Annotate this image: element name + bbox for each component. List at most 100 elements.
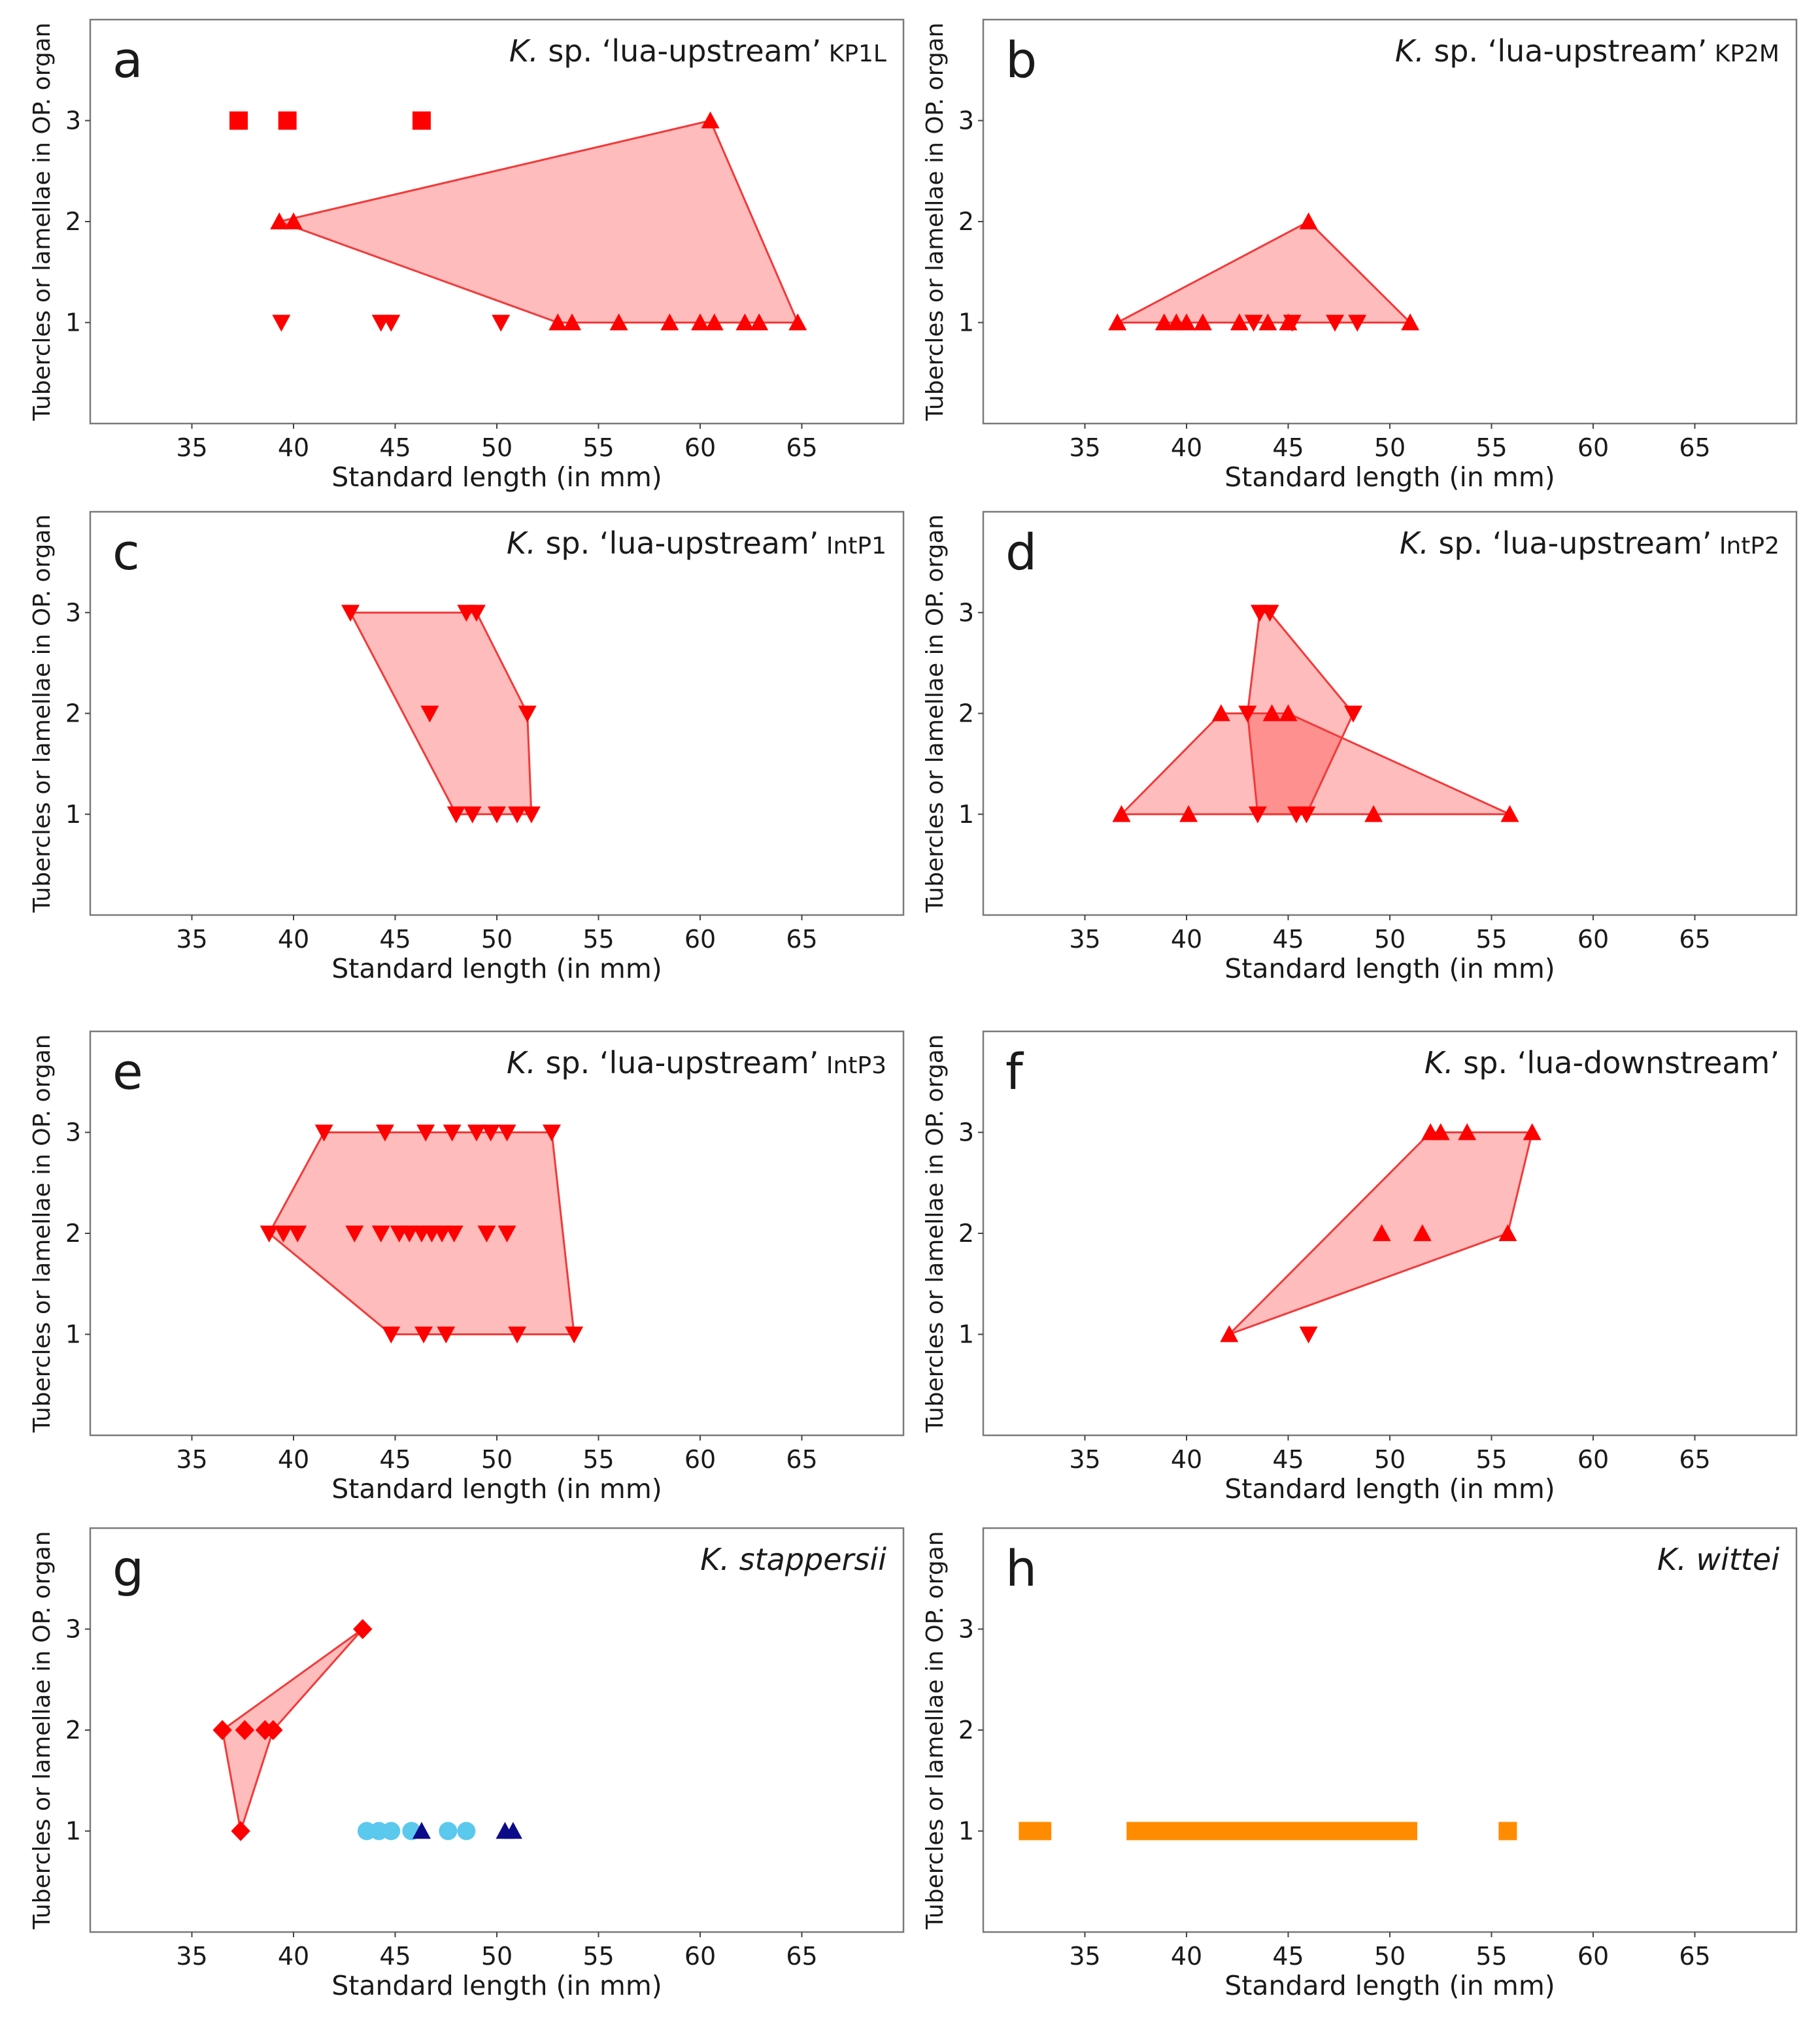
- data-point-triangle-down: [497, 1124, 516, 1142]
- x-tick-label: 65: [786, 1942, 817, 1971]
- x-tick-label: 65: [786, 925, 817, 954]
- series-square: [229, 111, 431, 130]
- title-italic-part: K. stappersii: [700, 1542, 886, 1577]
- y-tick-label: 1: [65, 1320, 81, 1349]
- data-point-triangle-up: [1279, 704, 1298, 722]
- x-tick-label: 35: [176, 433, 207, 462]
- title-main-part: sp. ‘lua-downstream’: [1454, 1045, 1779, 1080]
- y-tick-label: 2: [958, 207, 974, 236]
- panel-letter: g: [112, 1539, 144, 1597]
- x-tick-label: 50: [481, 1942, 513, 1971]
- y-tick-label: 3: [958, 1118, 974, 1147]
- series-square: [1019, 1822, 1517, 1841]
- title-italic-part: K.: [1400, 525, 1429, 561]
- panel-letter: b: [1005, 31, 1037, 89]
- data-point-triangle-down: [497, 1225, 516, 1242]
- chart-title: K. stappersii: [700, 1542, 886, 1577]
- data-point-triangle-down: [1248, 806, 1267, 824]
- data-point-triangle-down: [1344, 705, 1363, 723]
- data-point-triangle-up: [284, 212, 303, 229]
- data-point-triangle-down: [508, 1326, 527, 1344]
- x-tick-label: 60: [684, 1445, 716, 1474]
- x-tick-label: 65: [1679, 433, 1710, 462]
- y-axis-label: Tubercles or lamellae in OP. organ: [922, 514, 949, 913]
- data-point-triangle-down: [433, 1225, 452, 1242]
- data-point-triangle-up: [1413, 1224, 1432, 1241]
- data-point-square: [278, 111, 297, 130]
- data-point-triangle-up: [750, 313, 769, 331]
- data-point-circle: [457, 1822, 476, 1841]
- x-tick-label: 35: [176, 1942, 207, 1971]
- x-tick-label: 40: [278, 1445, 309, 1474]
- data-point-triangle-down: [1326, 314, 1345, 332]
- data-point-circle: [382, 1822, 401, 1841]
- x-axis-label: Standard length (in mm): [331, 1970, 662, 2001]
- x-tick-label: 45: [1272, 1942, 1304, 1971]
- data-point-triangle-down: [414, 1326, 433, 1344]
- series-triangle-down: [341, 605, 541, 824]
- data-point-triangle-up: [735, 313, 754, 331]
- data-point-triangle-up: [1364, 805, 1383, 822]
- data-point-triangle-down: [1238, 705, 1257, 723]
- x-tick-label: 45: [379, 1445, 411, 1474]
- data-point-triangle-down: [260, 1225, 278, 1242]
- title-italic-part: K.: [507, 525, 536, 561]
- chart-panel-a: 35 40 45 50 55 60 65 1 2 3 Standard length (in mm)…: [29, 18, 905, 493]
- x-tick-label: 45: [379, 925, 411, 954]
- series-triangle-down: [272, 314, 511, 332]
- chart-title: K. sp. ‘lua-downstream’: [1424, 1045, 1779, 1080]
- y-tick-label: 2: [65, 699, 81, 728]
- y-tick-label: 3: [958, 598, 974, 627]
- y-tick-label: 2: [65, 207, 81, 236]
- x-tick-label: 40: [1171, 1942, 1202, 1971]
- title-main-part: sp. ‘lua-upstream’: [536, 525, 819, 561]
- data-point-triangle-up: [503, 1822, 522, 1839]
- data-point-square: [1398, 1822, 1417, 1841]
- plot-frame: [982, 1527, 1798, 1933]
- data-point-triangle-up: [705, 313, 724, 331]
- data-point-triangle-down: [522, 806, 541, 824]
- data-point-triangle-down: [1283, 314, 1302, 332]
- x-tick-label: 35: [176, 1445, 207, 1474]
- data-point-square: [229, 111, 248, 130]
- plot-frame: [89, 1527, 905, 1933]
- data-point-triangle-down: [467, 1124, 486, 1142]
- data-point-triangle-down: [375, 1124, 394, 1142]
- x-tick-label: 65: [1679, 925, 1710, 954]
- data-point-diamond: [353, 1619, 373, 1639]
- y-tick-label: 3: [65, 1615, 81, 1644]
- panel-letter: a: [112, 31, 143, 89]
- data-point-triangle-down: [288, 1225, 307, 1242]
- x-axis-label: Standard length (in mm): [331, 953, 662, 984]
- y-tick-label: 3: [958, 107, 974, 135]
- data-point-triangle-down: [443, 1124, 462, 1142]
- x-tick-label: 60: [1577, 1445, 1609, 1474]
- x-tick-label: 60: [684, 925, 716, 954]
- data-point-triangle-up: [701, 111, 720, 129]
- y-tick-label: 1: [65, 1817, 81, 1846]
- data-point-triangle-up: [1498, 1224, 1517, 1241]
- title-main-part: sp. ‘lua-upstream’: [536, 1045, 819, 1080]
- y-tick-label: 3: [65, 1118, 81, 1147]
- panel-letter: c: [112, 523, 140, 581]
- data-point-triangle-up: [1154, 313, 1173, 331]
- data-point-triangle-down: [508, 806, 527, 824]
- x-tick-label: 50: [1374, 1445, 1406, 1474]
- data-point-square: [412, 111, 431, 130]
- title-italic-part: K.: [1395, 33, 1424, 69]
- data-point-triangle-down: [565, 1326, 584, 1344]
- data-point-square: [1295, 1822, 1314, 1841]
- data-point-triangle-up: [1108, 313, 1127, 331]
- chart-panel-c: 35 40 45 50 55 60 65 1 2 3 Standard length (in mm)…: [29, 510, 905, 984]
- data-point-triangle-up: [1177, 313, 1196, 331]
- data-point-triangle-down: [345, 1225, 364, 1242]
- chart-panel-g: 35 40 45 50 55 60 65 1 2 3 Standard length (in mm)…: [29, 1527, 905, 2001]
- x-tick-label: 65: [786, 1445, 817, 1474]
- y-tick-label: 3: [65, 598, 81, 627]
- data-point-triangle-up: [270, 212, 289, 229]
- data-point-triangle-down: [274, 1225, 293, 1242]
- data-point-triangle-down: [1297, 806, 1316, 824]
- data-point-square: [1266, 1822, 1285, 1841]
- x-tick-label: 65: [1679, 1942, 1710, 1971]
